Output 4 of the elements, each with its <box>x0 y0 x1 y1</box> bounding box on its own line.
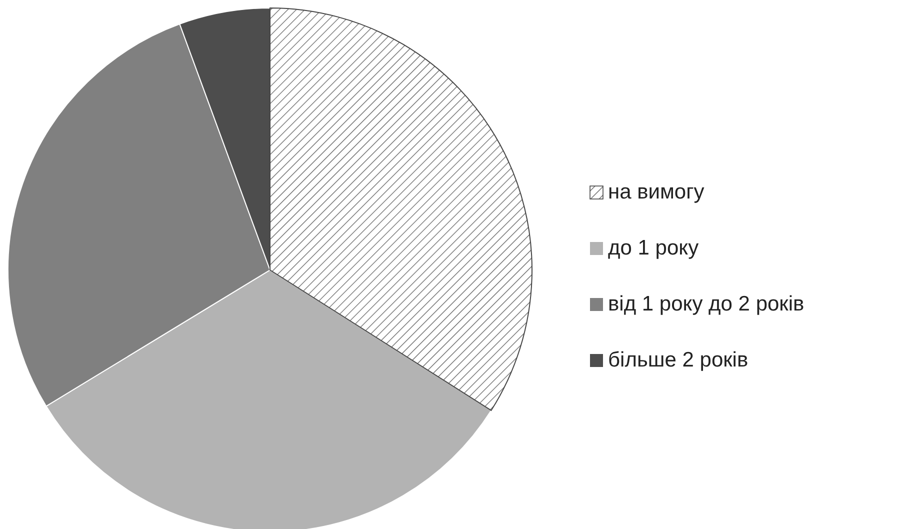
slice-label: на вимогу <box>608 180 705 204</box>
legend-label: до 1 року <box>608 236 700 260</box>
legend-label: від 1 року до 2 років <box>608 292 804 316</box>
legend-label: більше 2 років <box>608 348 748 372</box>
